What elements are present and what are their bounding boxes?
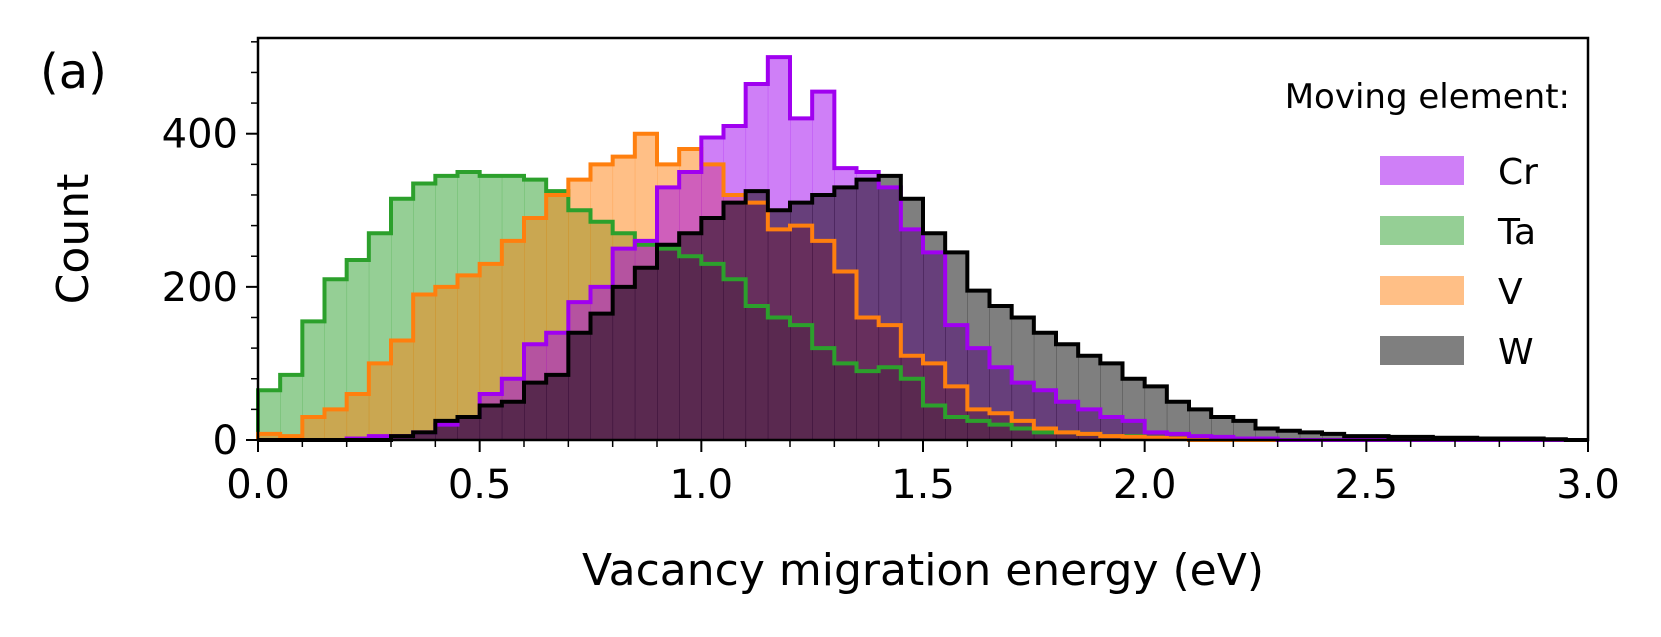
bar-w [945,252,968,440]
bar-w [457,417,481,440]
bar-w [834,187,857,440]
bar-ta [258,390,281,440]
legend-label-cr: Cr [1498,152,1538,193]
bar-w [812,194,835,440]
bar-w [1078,355,1101,440]
bar-w [1299,432,1323,440]
bar-w [967,290,990,440]
bar-w [479,405,503,440]
y-tick-label: 0 [213,418,238,464]
bar-v [324,409,348,440]
bar-w [1322,433,1345,440]
legend-swatch-ta [1380,216,1464,245]
bar-w [790,202,813,440]
x-tick-label: 3.0 [1556,462,1620,508]
bar-w [568,332,591,440]
x-tick-label: 1.5 [891,462,955,508]
bar-w [1144,386,1168,440]
bar-v [435,286,458,440]
bar-v [457,275,481,440]
bar-w [1100,363,1123,440]
bar-v [302,417,325,440]
bar-w [1189,409,1212,440]
bar-w [723,202,747,440]
bar-v [391,340,414,440]
x-tick-label: 0.5 [448,462,512,508]
bar-v [258,433,281,440]
bar-w [1166,401,1190,440]
bar-w [501,401,525,440]
bar-w [1233,420,1256,440]
bar-w [546,374,569,440]
y-axis-label: Count [48,174,99,305]
bar-w [1122,378,1146,440]
legend-label-ta: Ta [1497,212,1536,253]
bar-v [346,394,370,440]
step-line-cr [258,55,1588,442]
bar-w [679,233,702,440]
bar-w [1011,317,1035,440]
x-axis-label: Vacancy migration energy (eV) [582,545,1264,596]
legend: Moving element: Cr Ta VW [1285,77,1570,373]
bar-w [745,191,769,440]
histogram-fills [258,57,1567,441]
x-axis-ticks: 0.0 0.5 1.0 1.5 2.0 2.5 3.0 [226,440,1620,508]
bar-w [612,286,636,440]
legend-title: Moving element: [1285,77,1570,117]
bar-w [1255,428,1279,440]
bar-w [1211,417,1234,440]
legend-swatch-w [1380,336,1464,365]
bar-w [413,432,436,440]
bar-w [524,382,547,440]
legend-swatch-v [1380,276,1464,305]
y-tick-label: 400 [162,112,238,158]
x-tick-label: 2.5 [1335,462,1399,508]
bar-v [368,363,392,440]
bar-w [657,244,680,440]
bar-w [1277,430,1301,440]
bar-ta [280,374,303,440]
bar-ta [324,279,348,440]
bar-w [989,306,1013,440]
bar-ta [302,321,325,440]
legend-swatch-cr [1380,156,1464,185]
bar-w [1033,332,1057,440]
panel-label: (a) [40,44,107,100]
bar-w [878,175,902,441]
step-line-w [258,173,1588,442]
bar-w [900,198,924,440]
bar-w [590,313,614,440]
x-tick-label: 1.0 [670,462,734,508]
bar-w [923,233,946,440]
bar-w [701,217,724,440]
y-axis-ticks: 0 200 400 [162,41,258,464]
legend-label-w: W [1498,332,1534,373]
bar-w [856,179,880,440]
x-tick-label: 2.0 [1113,462,1177,508]
x-tick-label: 0.0 [226,462,290,508]
legend-label-v: V [1498,272,1523,313]
bar-w [634,267,658,440]
bar-w [1056,344,1079,440]
bar-w [767,210,791,440]
bar-v [413,294,436,440]
y-tick-label: 200 [162,265,238,311]
